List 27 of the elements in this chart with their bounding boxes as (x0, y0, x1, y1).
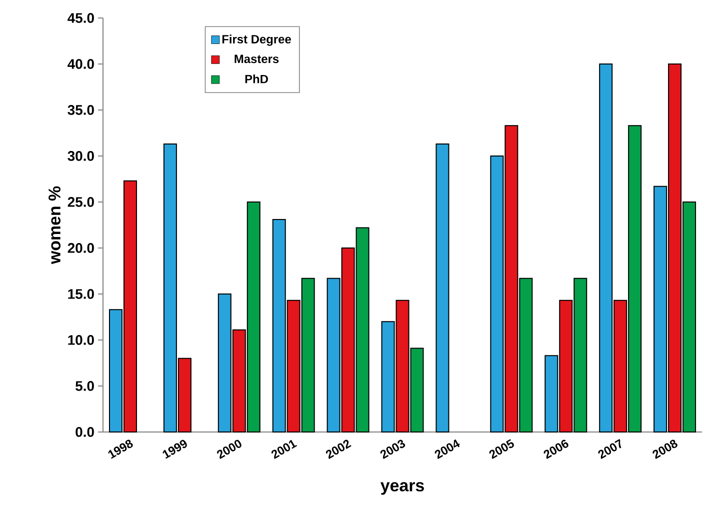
x-tick-label: 2002 (326, 440, 352, 459)
x-tick-label: 1998 (108, 440, 133, 459)
y-tick-label: 40.0 (68, 59, 94, 69)
y-tick-label: 15.0 (68, 289, 94, 299)
y-tick-label: 25.0 (68, 197, 94, 207)
y-tick-label: 45.0 (68, 13, 94, 23)
legend-label: First Degree (222, 34, 291, 46)
legend-label: Masters (234, 54, 279, 64)
x-tick-label: 2003 (380, 440, 406, 459)
y-tick-label: 10.0 (68, 335, 94, 345)
bar (436, 144, 450, 432)
x-tick-label: 2006 (544, 440, 568, 459)
y-tick-label: 30.0 (68, 151, 94, 161)
y-tick-label: 5.0 (76, 381, 94, 391)
x-tick-label: 2004 (434, 439, 460, 459)
y-tick-label: 20.0 (68, 243, 94, 253)
x-tick-label: 2005 (489, 439, 514, 459)
x-tick-label: 2001 (271, 440, 298, 459)
x-axis-title: years (380, 482, 424, 495)
x-tick-label: 1999 (162, 440, 187, 459)
y-axis-title: women % (48, 186, 61, 264)
x-tick-label: 2000 (217, 440, 242, 459)
y-tick-label: 0.0 (76, 427, 94, 437)
x-tick-label: 2008 (652, 440, 678, 459)
legend-label: PhD (245, 74, 268, 84)
y-tick-label: 35.0 (68, 105, 94, 115)
x-tick-label: 2007 (598, 438, 622, 459)
